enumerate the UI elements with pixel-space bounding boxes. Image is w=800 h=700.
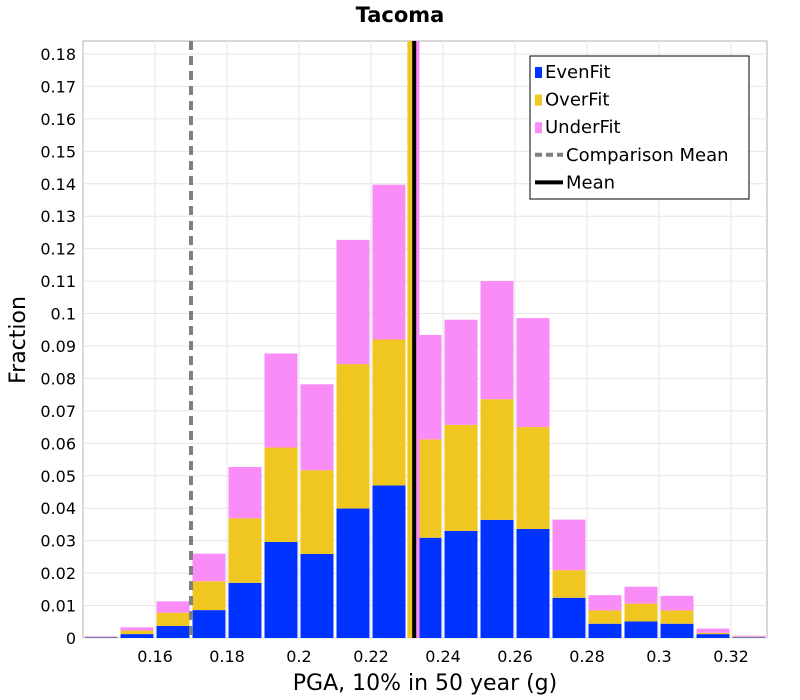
- y-tick-label: 0.07: [40, 402, 76, 421]
- bar-evenfit: [84, 637, 118, 638]
- x-tick-label: 0.18: [209, 647, 245, 666]
- bar-overfit: [660, 610, 694, 624]
- y-tick-label: 0.08: [40, 369, 76, 388]
- axes: 0 0.01 0.02 0.03 0.04 0.05 0.06 0.07 0.08 0.09 0.1…: [40, 45, 748, 666]
- bar-evenfit: [516, 528, 550, 638]
- legend-swatch-evenfit: [535, 67, 542, 78]
- legend-label: UnderFit: [545, 117, 621, 138]
- x-tick-label: 0.3: [646, 647, 671, 666]
- y-tick-label: 0.03: [40, 532, 76, 551]
- bar-overfit: [336, 364, 370, 509]
- bar-overfit: [192, 581, 226, 611]
- legend-swatch-underfit: [535, 122, 542, 134]
- y-tick-label: 0.15: [40, 142, 76, 161]
- bar-overfit: [120, 630, 154, 635]
- bar-evenfit: [696, 634, 730, 638]
- bar-underfit: [120, 627, 154, 631]
- y-tick-label: 0.17: [40, 77, 76, 96]
- y-tick-label: 0: [66, 629, 76, 648]
- bar-underfit: [696, 628, 730, 633]
- bar-evenfit: [660, 623, 694, 638]
- bar-overfit: [300, 470, 334, 554]
- y-tick-label: 0.13: [40, 207, 76, 226]
- bar-evenfit: [588, 623, 622, 638]
- bar-evenfit: [120, 634, 154, 638]
- bar-evenfit: [156, 625, 190, 638]
- bar-overfit: [516, 427, 550, 529]
- bar-underfit: [84, 636, 118, 637]
- x-tick-label: 0.24: [425, 647, 461, 666]
- y-tick-label: 0.18: [40, 45, 76, 64]
- bar-evenfit: [228, 582, 262, 638]
- bar-overfit: [372, 339, 406, 486]
- y-tick-label: 0.1: [51, 305, 76, 324]
- bar-underfit: [228, 467, 262, 519]
- bar-evenfit: [444, 530, 478, 638]
- bar-underfit: [300, 384, 334, 471]
- bar-underfit: [732, 635, 766, 637]
- y-tick-label: 0.05: [40, 467, 76, 486]
- bar-overfit: [264, 447, 298, 542]
- bar-overfit: [444, 424, 478, 531]
- bar-overfit: [480, 399, 514, 520]
- bar-evenfit: [264, 541, 298, 638]
- bar-evenfit: [300, 553, 334, 638]
- x-tick-label: 0.28: [569, 647, 605, 666]
- bar-evenfit: [624, 621, 658, 638]
- bar-overfit: [228, 518, 262, 583]
- legend-label: OverFit: [545, 90, 609, 111]
- bar-evenfit: [372, 485, 406, 638]
- legend-box: [529, 55, 750, 200]
- bar-underfit: [156, 601, 190, 613]
- chart-title: Tacoma: [356, 3, 445, 27]
- bar-evenfit: [192, 610, 226, 638]
- y-tick-label: 0.06: [40, 434, 76, 453]
- x-tick-label: 0.32: [713, 647, 749, 666]
- bar-overfit: [84, 636, 118, 638]
- bar-evenfit: [480, 519, 514, 638]
- bar-underfit: [516, 318, 550, 428]
- y-tick-label: 0.11: [40, 272, 76, 291]
- bar-underfit: [372, 184, 406, 340]
- bar-overfit: [552, 570, 586, 598]
- bar-overfit: [588, 610, 622, 624]
- legend-swatch-overfit: [535, 94, 542, 106]
- bar-underfit: [264, 353, 298, 448]
- bar-underfit: [192, 553, 226, 582]
- y-tick-label: 0.12: [40, 240, 76, 259]
- bar-underfit: [480, 281, 514, 400]
- legend-label: EvenFit: [545, 62, 611, 83]
- x-tick-label: 0.26: [497, 647, 533, 666]
- bar-evenfit: [552, 597, 586, 638]
- x-tick-label: 0.2: [286, 647, 311, 666]
- legend: EvenFit OverFit UnderFit Comparison Mean Mea…: [529, 55, 750, 200]
- bar-underfit: [552, 519, 586, 571]
- y-tick-label: 0.02: [40, 564, 76, 583]
- bar-underfit: [624, 586, 658, 604]
- reference-lines: [189, 41, 420, 638]
- bar-underfit: [588, 595, 622, 611]
- legend-label: Mean: [566, 172, 615, 193]
- bar-underfit: [660, 595, 694, 611]
- bar-underfit: [444, 319, 478, 425]
- bar-overfit: [696, 632, 730, 635]
- y-tick-label: 0.04: [40, 499, 76, 518]
- bar-overfit: [732, 636, 766, 638]
- bar-evenfit: [732, 637, 766, 638]
- y-tick-label: 0.14: [40, 175, 76, 194]
- x-axis-label: PGA, 10% in 50 year (g): [293, 671, 557, 696]
- x-tick-label: 0.22: [353, 647, 389, 666]
- bars: [84, 184, 766, 638]
- y-tick-label: 0.01: [40, 597, 76, 616]
- x-tick-label: 0.16: [137, 647, 173, 666]
- bar-overfit: [156, 612, 190, 626]
- bar-evenfit: [336, 508, 370, 638]
- bar-overfit: [624, 603, 658, 622]
- y-tick-label: 0.09: [40, 337, 76, 356]
- bar-underfit: [336, 239, 370, 365]
- legend-label: Comparison Mean: [566, 145, 729, 166]
- y-tick-label: 0.16: [40, 110, 76, 129]
- y-axis-label: Fraction: [6, 296, 31, 384]
